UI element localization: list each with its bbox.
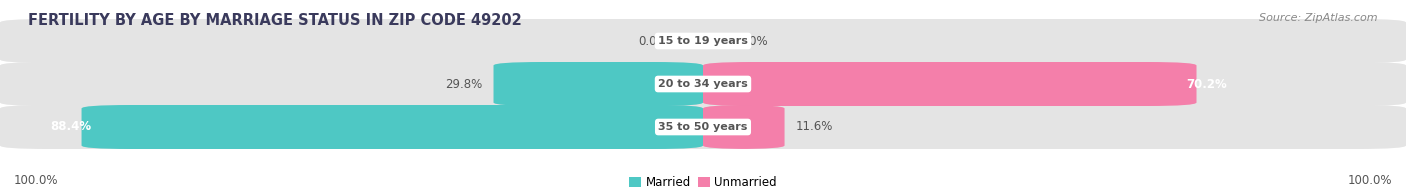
FancyBboxPatch shape [703,62,1197,106]
Text: 11.6%: 11.6% [796,121,834,133]
Text: 88.4%: 88.4% [51,121,91,133]
Text: 100.0%: 100.0% [14,174,59,188]
Text: Source: ZipAtlas.com: Source: ZipAtlas.com [1260,13,1378,23]
Text: 0.0%: 0.0% [738,34,768,47]
FancyBboxPatch shape [0,62,1406,106]
Text: 20 to 34 years: 20 to 34 years [658,79,748,89]
FancyBboxPatch shape [703,105,785,149]
Text: 70.2%: 70.2% [1187,77,1227,91]
FancyBboxPatch shape [82,105,703,149]
Text: 35 to 50 years: 35 to 50 years [658,122,748,132]
Text: 29.8%: 29.8% [446,77,482,91]
Legend: Married, Unmarried: Married, Unmarried [624,171,782,194]
Text: 100.0%: 100.0% [1347,174,1392,188]
Text: 0.0%: 0.0% [638,34,668,47]
FancyBboxPatch shape [494,62,703,106]
Text: FERTILITY BY AGE BY MARRIAGE STATUS IN ZIP CODE 49202: FERTILITY BY AGE BY MARRIAGE STATUS IN Z… [28,13,522,28]
FancyBboxPatch shape [0,105,1406,149]
FancyBboxPatch shape [0,19,1406,63]
Text: 15 to 19 years: 15 to 19 years [658,36,748,46]
